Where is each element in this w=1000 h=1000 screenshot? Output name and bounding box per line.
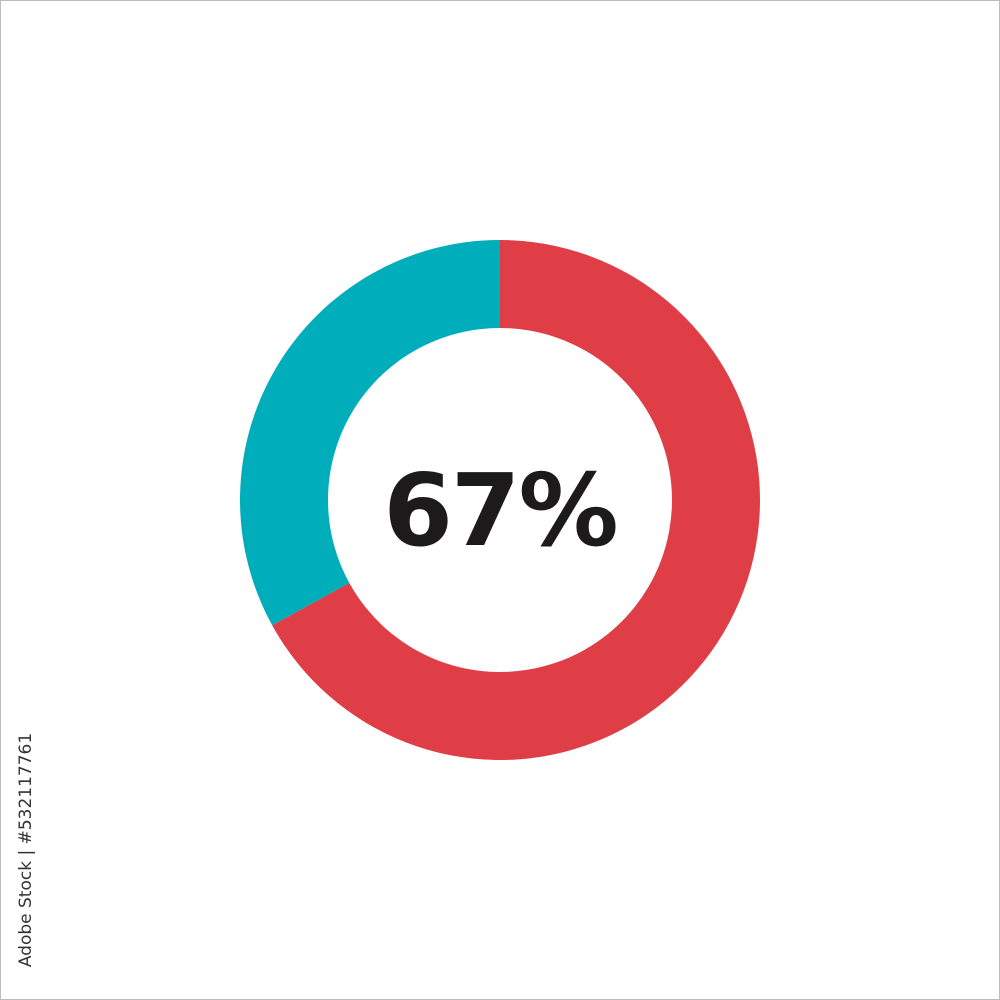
donut-slice-remaining <box>239 240 500 626</box>
center-label: 67% <box>383 452 616 569</box>
donut-slice-filled <box>272 240 761 760</box>
stock-credit: Adobe Stock | #532117761 <box>16 732 36 968</box>
